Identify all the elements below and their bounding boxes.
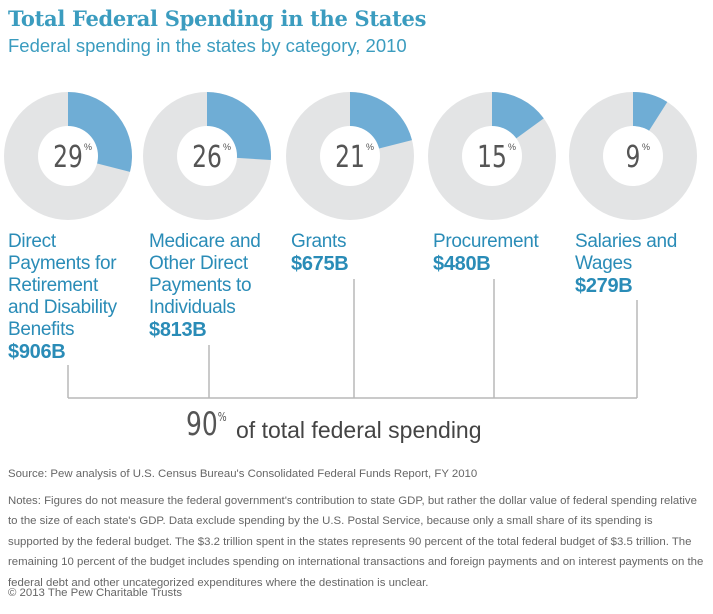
total-text: of total federal spending bbox=[236, 417, 482, 443]
chart-subtitle: Federal spending in the states by catego… bbox=[8, 35, 407, 56]
category-retirement: Direct Payments for Retirement and Disab… bbox=[8, 231, 128, 363]
donut-grants: 21% bbox=[286, 92, 414, 220]
donut-procurement: 15% bbox=[428, 92, 556, 220]
category-label: Procurement bbox=[433, 231, 539, 252]
copyright: © 2013 The Pew Charitable Trusts bbox=[8, 587, 183, 599]
slice-value-label: 26 bbox=[192, 140, 222, 175]
slice-value-label: 15 bbox=[477, 140, 507, 175]
donut-hole bbox=[462, 126, 522, 186]
total-percent-symbol: % bbox=[217, 410, 227, 425]
slice-value-label: 29 bbox=[53, 140, 83, 175]
category-label: Salaries and Wages bbox=[575, 231, 678, 274]
slice-percent-symbol: % bbox=[223, 142, 231, 152]
slice-percent-symbol: % bbox=[366, 142, 374, 152]
category-amount: $813B bbox=[149, 319, 207, 341]
chart-title: Total Federal Spending in the States bbox=[8, 6, 427, 31]
total-percent-number: 90 bbox=[186, 405, 218, 443]
category-procurement: Procurement $480B bbox=[433, 231, 563, 275]
slice-value-label: 21 bbox=[335, 140, 365, 175]
donut-salaries: 9% bbox=[569, 92, 697, 220]
category-amount: $906B bbox=[8, 341, 66, 363]
category-amount: $279B bbox=[575, 275, 633, 297]
category-label: Medicare and Other Direct Payments to In… bbox=[149, 231, 261, 318]
category-amount: $675B bbox=[291, 253, 349, 275]
category-salaries: Salaries and Wages $279B bbox=[575, 231, 685, 297]
category-medicare: Medicare and Other Direct Payments to In… bbox=[149, 231, 274, 341]
total-percent: 90% bbox=[186, 405, 227, 443]
category-amount: $480B bbox=[433, 253, 491, 275]
donut-chart-area: 29% 26% 21% 15% 9% bbox=[4, 92, 697, 399]
category-label: Grants bbox=[291, 231, 347, 252]
category-label: Direct Payments for Retirement and Disab… bbox=[8, 231, 117, 340]
category-grants: Grants $675B bbox=[291, 231, 411, 275]
slice-percent-symbol: % bbox=[642, 142, 650, 152]
donut-hole bbox=[320, 126, 380, 186]
slice-percent-symbol: % bbox=[508, 142, 516, 152]
slice-value-label: 9 bbox=[626, 140, 641, 175]
total-bracket bbox=[67, 279, 638, 399]
source-note: Source: Pew analysis of U.S. Census Bure… bbox=[8, 468, 478, 480]
slice-percent-symbol: % bbox=[84, 142, 92, 152]
donut-retirement: 29% bbox=[4, 92, 132, 220]
notes: Notes: Figures do not measure the federa… bbox=[8, 495, 704, 589]
donut-hole bbox=[603, 126, 663, 186]
donut-hole bbox=[38, 126, 98, 186]
donut-hole bbox=[177, 126, 237, 186]
donut-medicare: 26% bbox=[143, 92, 272, 220]
